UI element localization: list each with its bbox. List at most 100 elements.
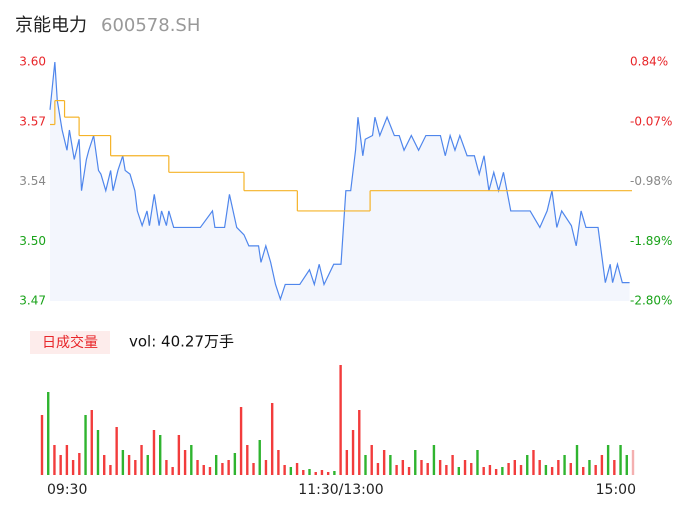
volume-bar	[538, 460, 541, 475]
volume-bar	[588, 460, 591, 475]
volume-bar	[345, 450, 349, 475]
volume-bar	[308, 469, 311, 475]
volume-bar	[127, 455, 131, 475]
volume-bar	[177, 435, 181, 475]
volume-bar	[289, 467, 293, 475]
volume-bar	[358, 410, 361, 475]
volume-bar	[277, 450, 280, 475]
volume-bar	[190, 445, 193, 475]
volume-total: vol: 40.27万手	[129, 333, 234, 351]
volume-bar	[233, 453, 237, 475]
volume-bar	[370, 445, 373, 475]
volume-bar	[270, 403, 274, 475]
price-area	[50, 62, 630, 301]
volume-bar	[432, 445, 436, 475]
volume-bar	[221, 463, 224, 475]
stock-code: 600578.SH	[101, 15, 200, 36]
volume-bar	[420, 460, 423, 475]
x-tick-label: 09:30	[47, 482, 87, 498]
volume-bar	[115, 427, 118, 475]
volume-bar	[78, 453, 81, 475]
y-tick-label: 3.57	[19, 114, 46, 128]
volume-bar	[202, 465, 205, 475]
volume-bar	[96, 430, 100, 475]
volume-bar	[326, 472, 330, 475]
x-tick-label: 15:00	[596, 482, 636, 498]
volume-bar	[606, 445, 610, 475]
volume-bar	[59, 455, 62, 475]
volume-bar	[482, 467, 485, 475]
volume-bar	[619, 445, 622, 475]
volume-bar	[457, 467, 461, 475]
volume-bar	[171, 467, 174, 475]
volume-bar	[613, 460, 616, 475]
volume-bar	[40, 415, 44, 475]
volume-bar	[47, 392, 50, 475]
volume-bar	[364, 455, 367, 475]
volume-bar	[183, 450, 187, 475]
volume-bar	[582, 467, 585, 475]
y-tick-label: 3.50	[19, 234, 46, 248]
volume-bar	[333, 471, 336, 475]
y-tick-label: 3.54	[19, 174, 46, 188]
volume-bar	[134, 460, 137, 475]
volume-bar	[295, 463, 299, 475]
y2-tick-label: -1.89%	[630, 234, 672, 248]
volume-bar	[389, 455, 392, 475]
volume-bar	[196, 460, 199, 475]
volume-bar	[140, 445, 143, 475]
volume-bar	[494, 469, 498, 475]
volume-bar	[109, 465, 112, 475]
price-line	[49, 61, 630, 302]
volume-bar	[351, 430, 355, 475]
volume-bar	[476, 450, 479, 475]
y2-tick-label: -2.80%	[630, 294, 672, 308]
volume-bar	[152, 430, 156, 475]
volume-bar	[625, 455, 628, 475]
volume-bar	[65, 445, 69, 475]
volume-label: 日成交量	[42, 334, 98, 351]
volume-bar	[426, 463, 429, 475]
volume-bar	[526, 455, 529, 475]
volume-bar	[395, 465, 398, 475]
volume-bar	[376, 463, 380, 475]
volume-bar	[575, 445, 579, 475]
volume-bar	[90, 410, 93, 475]
volume-bar	[463, 460, 467, 475]
volume-bar	[227, 460, 230, 475]
volume-bar	[470, 463, 473, 475]
y-tick-label: 3.47	[19, 294, 46, 308]
volume-bar	[320, 470, 324, 475]
volume-bar	[507, 463, 510, 475]
volume-bar	[501, 467, 504, 475]
volume-bar	[382, 450, 386, 475]
volume-bar	[600, 455, 604, 475]
volume-bar	[451, 455, 454, 475]
volume-bar	[550, 467, 554, 475]
volume-bar	[519, 465, 523, 475]
volume-bar	[438, 460, 442, 475]
volume-bar	[594, 465, 597, 475]
volume-bar	[71, 460, 75, 475]
y2-tick-label: 0.84%	[630, 55, 668, 69]
volume-bar	[569, 463, 572, 475]
volume-bar	[532, 450, 535, 475]
volume-bar	[252, 463, 255, 475]
volume-bar	[84, 415, 87, 475]
volume-bar	[208, 467, 212, 475]
volume-bar	[53, 445, 56, 475]
y2-tick-label: -0.07%	[630, 114, 672, 128]
x-tick-label: 11:30/13:00	[298, 482, 383, 498]
volume-bar	[264, 460, 268, 475]
volume-bar	[258, 440, 261, 475]
volume-bar	[544, 465, 548, 475]
volume-bar	[165, 460, 168, 475]
volume-bar	[513, 460, 516, 475]
volume-label-bg	[30, 331, 110, 354]
volume-bar	[121, 450, 125, 475]
volume-bar	[407, 467, 411, 475]
volume-bar	[557, 460, 560, 475]
volume-bar	[445, 465, 448, 475]
volume-bar	[414, 450, 417, 475]
